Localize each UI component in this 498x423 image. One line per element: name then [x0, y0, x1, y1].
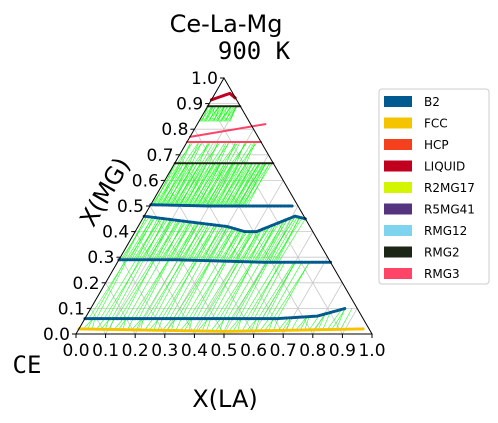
tie-line [278, 219, 305, 263]
legend-label-r5mg41: R5MG41 [424, 203, 475, 217]
y-tick-label: 0.6 [132, 171, 159, 191]
tie-line [246, 143, 255, 163]
y-axis-label: X(MG) [74, 153, 135, 232]
legend-label-fcc: FCC [424, 117, 448, 131]
legend-swatch-b2 [384, 96, 412, 107]
tie-line [270, 262, 301, 317]
phase-boundary-b2 [151, 205, 292, 206]
tie-line [176, 319, 182, 331]
tie-line [110, 319, 114, 330]
tie-line [143, 260, 178, 319]
tie-line [100, 260, 136, 319]
tie-line [341, 308, 352, 329]
legend-label-rmg3: RMG3 [424, 267, 460, 281]
legend-label-hcp: HCP [424, 138, 449, 152]
legend-swatch-r5mg41 [384, 204, 412, 215]
tie-line [235, 262, 266, 318]
legend-swatch-rmg3 [384, 268, 412, 279]
tie-line [182, 163, 207, 205]
tie-line [127, 260, 161, 319]
tie-line [208, 262, 238, 319]
tie-line [105, 319, 109, 330]
tie-line [247, 262, 282, 318]
y-tick-label: 1.0 [191, 69, 218, 89]
x-axis-ticks: 0.0 0.1 0.2 0.3 0.4 0.5 0.6 0.7 0.8 0.9 1.0 [62, 334, 385, 361]
x-tick-label: 0.8 [299, 341, 326, 361]
tie-line [227, 262, 260, 318]
legend-swatch-hcp [384, 139, 412, 150]
legend-label-liquid: LIQUID [424, 160, 465, 174]
tie-line [212, 228, 232, 261]
y-tick-label: 0.4 [102, 223, 129, 243]
x-tick-label: 0.9 [329, 341, 356, 361]
x-tick-label: 0.6 [240, 341, 267, 361]
legend-label-r2mg17: R2MG17 [424, 181, 475, 195]
legend-label-b2: B2 [424, 95, 440, 109]
legend: B2 FCC HCP LIQUID R2MG17 R5MG41 RMG12 RMG2 RMG3 [379, 89, 489, 284]
legend-label-rmg2: RMG2 [424, 246, 460, 260]
x-tick-label: 0.4 [181, 341, 208, 361]
y-tick-label: 0.7 [147, 146, 174, 166]
origin-label: CE [13, 351, 42, 379]
grid-line-la [224, 206, 298, 334]
tie-line [132, 319, 142, 330]
x-tick-label: 0.0 [62, 341, 89, 361]
y-tick-label: 0.3 [87, 248, 114, 268]
tie-line [158, 163, 180, 205]
y-tick-label: 0.9 [176, 95, 203, 115]
chart-title: Ce-La-Mg [170, 10, 283, 38]
tie-line [145, 319, 153, 330]
x-tick-label: 0.5 [210, 341, 237, 361]
tie-line [123, 319, 126, 330]
tie-line [83, 319, 92, 329]
tie-line [116, 260, 153, 319]
legend-swatch-rmg2 [384, 247, 412, 258]
chart-subtitle: 900 K [218, 37, 291, 65]
tie-line [185, 143, 198, 163]
x-axis-label: X(LA) [192, 385, 258, 413]
tie-line [287, 318, 291, 331]
legend-label-rmg12: RMG12 [424, 224, 467, 238]
tie-line [92, 319, 95, 329]
tie-line [108, 260, 140, 319]
tie-line [230, 106, 236, 121]
tie-line [133, 218, 160, 259]
legend-swatch-liquid [384, 161, 412, 172]
legend-swatch-r2mg17 [384, 182, 412, 193]
x-tick-label: 0.7 [270, 341, 297, 361]
x-tick-label: 0.2 [122, 341, 149, 361]
y-tick-label: 0.2 [73, 274, 100, 294]
tie-line [150, 260, 182, 319]
x-tick-label: 1.0 [358, 341, 385, 361]
y-tick-label: 0.8 [161, 120, 188, 140]
tie-line [128, 218, 155, 260]
legend-swatch-fcc [384, 118, 412, 129]
tie-line [127, 319, 133, 330]
y-tick-label: 0.5 [117, 197, 144, 217]
legend-swatch-rmg12 [384, 225, 412, 236]
phase-boundary-b2 [119, 260, 331, 263]
tie-line [206, 319, 210, 331]
tie-line [266, 262, 294, 317]
y-tick-label: 0.1 [58, 299, 85, 319]
tie-line [88, 319, 93, 329]
x-tick-label: 0.1 [92, 341, 119, 361]
x-tick-label: 0.3 [151, 341, 178, 361]
